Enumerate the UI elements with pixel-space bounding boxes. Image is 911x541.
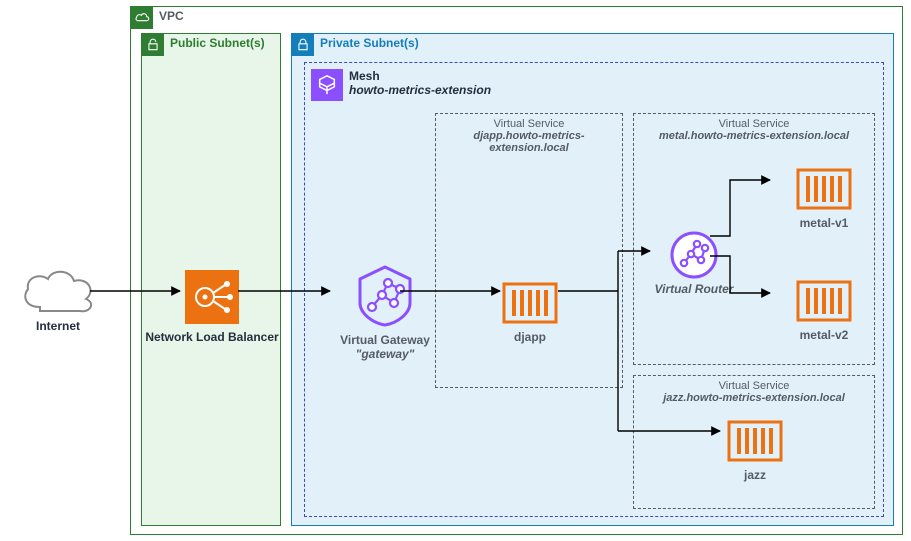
gateway-label: Virtual Gateway (325, 333, 445, 347)
metal-v1-label: metal-v1 (774, 216, 874, 230)
mesh-icon (311, 69, 343, 101)
mesh-title: Mesh (349, 69, 380, 83)
djapp-node: djapp (436, 282, 624, 344)
public-subnet-box: Public Subnet(s) Network Load Balancer (141, 33, 281, 526)
service-metal-title: Virtual Service (634, 118, 874, 130)
metal-v1-node: metal-v1 (774, 168, 874, 230)
service-metal-name: metal.howto-metrics-extension.local (634, 130, 874, 142)
public-subnet-label: Public Subnet(s) (170, 36, 265, 50)
service-jazz-name: jazz.howto-metrics-extension.local (634, 392, 874, 404)
vpc-label: VPC (159, 9, 184, 23)
cloud-icon (18, 263, 98, 315)
nlb-label: Network Load Balancer (142, 330, 282, 344)
virtual-router-label: Virtual Router (644, 282, 744, 296)
private-subnet-box: Private Subnet(s) Mesh howto-metrics-ext… (291, 33, 894, 526)
mesh-name: howto-metrics-extension (349, 83, 491, 97)
jazz-label: jazz (634, 468, 876, 482)
nlb-group: Network Load Balancer (142, 270, 282, 344)
public-subnet-icon (142, 34, 164, 56)
metal-v2-label: metal-v2 (774, 328, 874, 342)
private-subnet-label: Private Subnet(s) (320, 36, 419, 50)
jazz-node: jazz (634, 420, 876, 482)
service-jazz-title: Virtual Service (634, 380, 874, 392)
container-icon (796, 168, 852, 210)
private-subnet-icon (292, 34, 314, 56)
nlb-icon (185, 270, 239, 324)
virtual-router-icon (669, 230, 719, 280)
gateway-group: Virtual Gateway "gateway" (325, 263, 445, 361)
service-djapp-title: Virtual Service (436, 118, 622, 130)
gateway-icon (352, 263, 418, 329)
internet-label: Internet (8, 319, 108, 333)
vpc-box: VPC Public Subnet(s) Network Load Balanc… (130, 6, 903, 535)
container-icon (502, 282, 558, 324)
container-icon (727, 420, 783, 462)
djapp-label: djapp (436, 330, 624, 344)
container-icon (796, 280, 852, 322)
service-djapp-name: djapp.howto-metrics-extension.local (436, 130, 622, 154)
metal-v2-node: metal-v2 (774, 280, 874, 342)
service-metal-box: Virtual Service metal.howto-metrics-exte… (633, 113, 875, 365)
service-jazz-box: Virtual Service jazz.howto-metrics-exten… (633, 375, 875, 509)
service-djapp-box: Virtual Service djapp.howto-metrics-exte… (435, 113, 623, 388)
vpc-icon (131, 7, 153, 29)
virtual-router-group: Virtual Router (644, 230, 744, 296)
internet-group: Internet (8, 263, 108, 353)
mesh-box: Mesh howto-metrics-extension (304, 62, 884, 517)
gateway-name: "gateway" (325, 347, 445, 361)
